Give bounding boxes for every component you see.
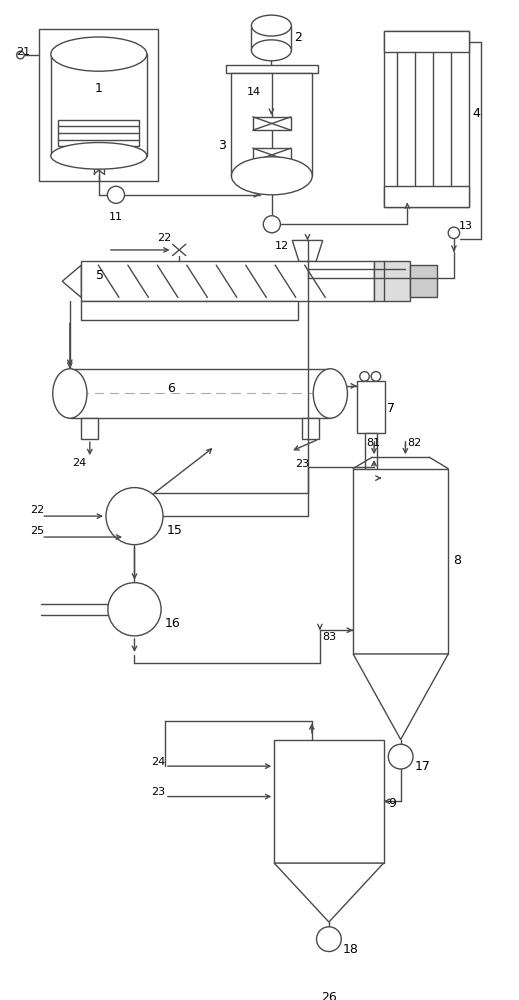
Circle shape <box>107 186 125 203</box>
Text: 23: 23 <box>295 459 309 469</box>
Polygon shape <box>292 240 323 261</box>
Bar <box>59 120 139 146</box>
Ellipse shape <box>53 369 87 418</box>
Text: 8: 8 <box>453 554 461 567</box>
Circle shape <box>317 927 342 952</box>
Text: 5: 5 <box>95 269 103 282</box>
Bar <box>353 469 448 654</box>
Bar <box>384 186 469 207</box>
Text: 25: 25 <box>30 526 44 536</box>
Circle shape <box>17 51 24 59</box>
Bar <box>253 117 291 130</box>
Text: 83: 83 <box>323 632 337 642</box>
Bar <box>251 26 291 50</box>
Circle shape <box>388 744 413 769</box>
Circle shape <box>263 216 280 233</box>
Polygon shape <box>353 654 448 740</box>
Ellipse shape <box>51 37 147 71</box>
Bar <box>70 369 330 418</box>
Ellipse shape <box>251 40 291 61</box>
Text: 22: 22 <box>157 233 172 243</box>
Text: 16: 16 <box>165 617 181 630</box>
Bar <box>81 418 99 439</box>
Text: 7: 7 <box>387 402 395 415</box>
Polygon shape <box>321 932 336 947</box>
Text: 81: 81 <box>366 438 380 448</box>
Text: 12: 12 <box>275 241 289 251</box>
Text: 82: 82 <box>407 438 421 448</box>
Text: 9: 9 <box>388 797 396 810</box>
Text: 26: 26 <box>321 991 337 1000</box>
Polygon shape <box>274 863 384 922</box>
Text: 21: 21 <box>16 47 30 57</box>
Bar <box>410 265 437 297</box>
Polygon shape <box>62 265 81 297</box>
Bar <box>39 29 158 181</box>
Bar <box>226 65 318 73</box>
Polygon shape <box>266 219 278 230</box>
Text: 24: 24 <box>72 458 86 468</box>
Bar <box>384 31 469 52</box>
Text: 18: 18 <box>343 943 359 956</box>
Bar <box>253 148 291 162</box>
Polygon shape <box>110 189 121 201</box>
Ellipse shape <box>251 15 291 36</box>
Bar <box>384 31 469 207</box>
Polygon shape <box>393 749 408 764</box>
Text: 1: 1 <box>94 82 102 95</box>
Bar <box>302 418 319 439</box>
Text: 11: 11 <box>110 212 124 222</box>
Bar <box>357 381 386 433</box>
Circle shape <box>448 227 460 239</box>
Text: 4: 4 <box>472 107 480 120</box>
Text: 15: 15 <box>167 524 183 537</box>
Text: 22: 22 <box>30 505 44 515</box>
Circle shape <box>108 583 161 636</box>
Text: 23: 23 <box>151 787 165 797</box>
Ellipse shape <box>51 143 147 169</box>
Text: 24: 24 <box>151 757 165 767</box>
Circle shape <box>371 372 381 381</box>
Ellipse shape <box>313 369 347 418</box>
Ellipse shape <box>231 157 312 195</box>
Bar <box>81 261 374 301</box>
Text: 17: 17 <box>415 760 431 773</box>
Bar <box>258 86 285 98</box>
Bar <box>359 473 384 490</box>
Text: 6: 6 <box>167 382 175 395</box>
Bar <box>51 54 147 156</box>
Text: 3: 3 <box>218 139 226 152</box>
Text: 13: 13 <box>459 221 473 231</box>
Bar <box>81 301 298 320</box>
Circle shape <box>360 372 370 381</box>
Text: 2: 2 <box>294 31 302 44</box>
Text: 14: 14 <box>247 87 261 97</box>
Bar <box>274 740 384 863</box>
Bar <box>374 261 410 301</box>
Circle shape <box>106 488 163 545</box>
Bar <box>231 73 312 176</box>
Bar <box>365 433 377 470</box>
